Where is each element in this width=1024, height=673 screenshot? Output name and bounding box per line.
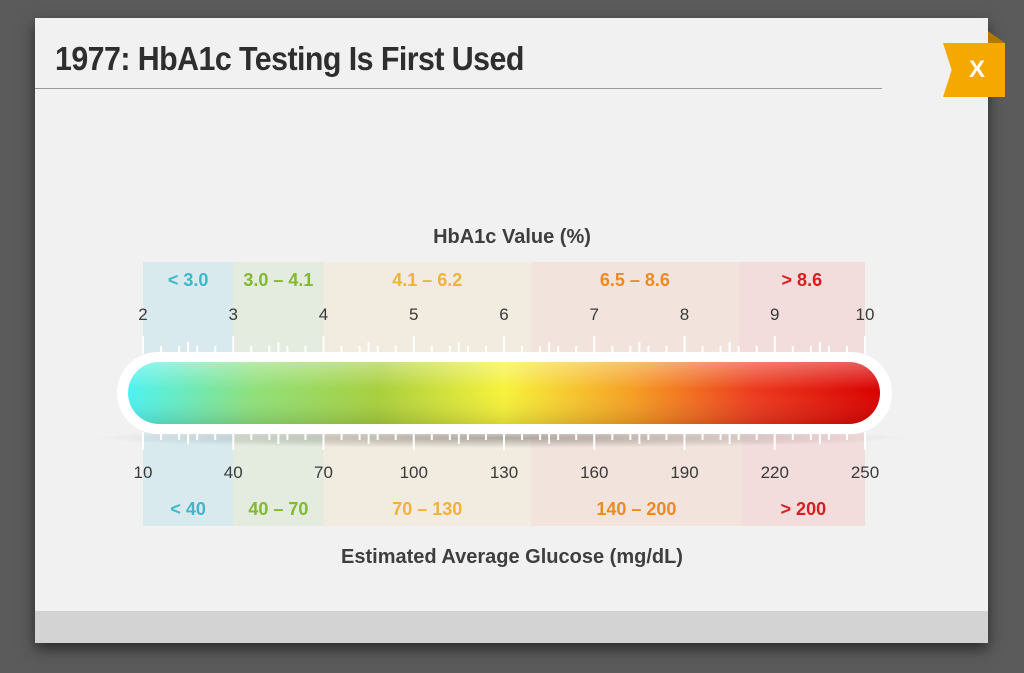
hba1c-tick-label: 2 [138, 305, 147, 324]
dialog-footer [35, 611, 988, 643]
close-button[interactable]: X [943, 43, 1005, 97]
hba1c-range-label: < 3.0 [168, 270, 209, 290]
bottom-axis-title: Estimated Average Glucose (mg/dL) [341, 546, 683, 568]
hba1c-tick-label: 8 [680, 305, 689, 324]
glucose-range-label: > 200 [781, 499, 827, 519]
hba1c-range-label: 6.5 – 8.6 [600, 270, 670, 290]
glucose-tick-label: 70 [314, 463, 333, 482]
dialog-title: 1977: HbA1c Testing Is First Used [55, 40, 524, 77]
glucose-range-label: 40 – 70 [248, 499, 308, 519]
close-icon: X [968, 56, 985, 83]
glucose-tick-label: 130 [490, 463, 518, 482]
hba1c-range-label: 3.0 – 4.1 [243, 270, 313, 290]
glucose-tick-label: 10 [134, 463, 153, 482]
top-axis-title: HbA1c Value (%) [433, 226, 591, 248]
glucose-range-label: < 40 [170, 499, 206, 519]
hba1c-tick-label: 6 [499, 305, 508, 324]
glucose-range-label: 70 – 130 [392, 499, 462, 519]
glucose-tick-label: 250 [851, 463, 879, 482]
hba1c-tick-label: 5 [409, 305, 418, 324]
hba1c-tick-label: 3 [229, 305, 238, 324]
glucose-tick-label: 40 [224, 463, 243, 482]
hba1c-tick-label: 10 [856, 305, 875, 324]
gradient-bar-shine [128, 362, 880, 424]
hba1c-tick-label: 4 [319, 305, 328, 324]
hba1c-range-label: 4.1 – 6.2 [392, 270, 462, 290]
hba1c-range-label: > 8.6 [782, 270, 823, 290]
hba1c-tick-label: 9 [770, 305, 779, 324]
hba1c-tick-label: 7 [590, 305, 599, 324]
glucose-range-label: 140 – 200 [596, 499, 676, 519]
close-button-fold [988, 31, 1005, 43]
glucose-tick-label: 100 [400, 463, 428, 482]
glucose-tick-label: 220 [761, 463, 789, 482]
glucose-tick-label: 190 [670, 463, 698, 482]
glucose-tick-label: 160 [580, 463, 608, 482]
title-divider [35, 88, 882, 89]
